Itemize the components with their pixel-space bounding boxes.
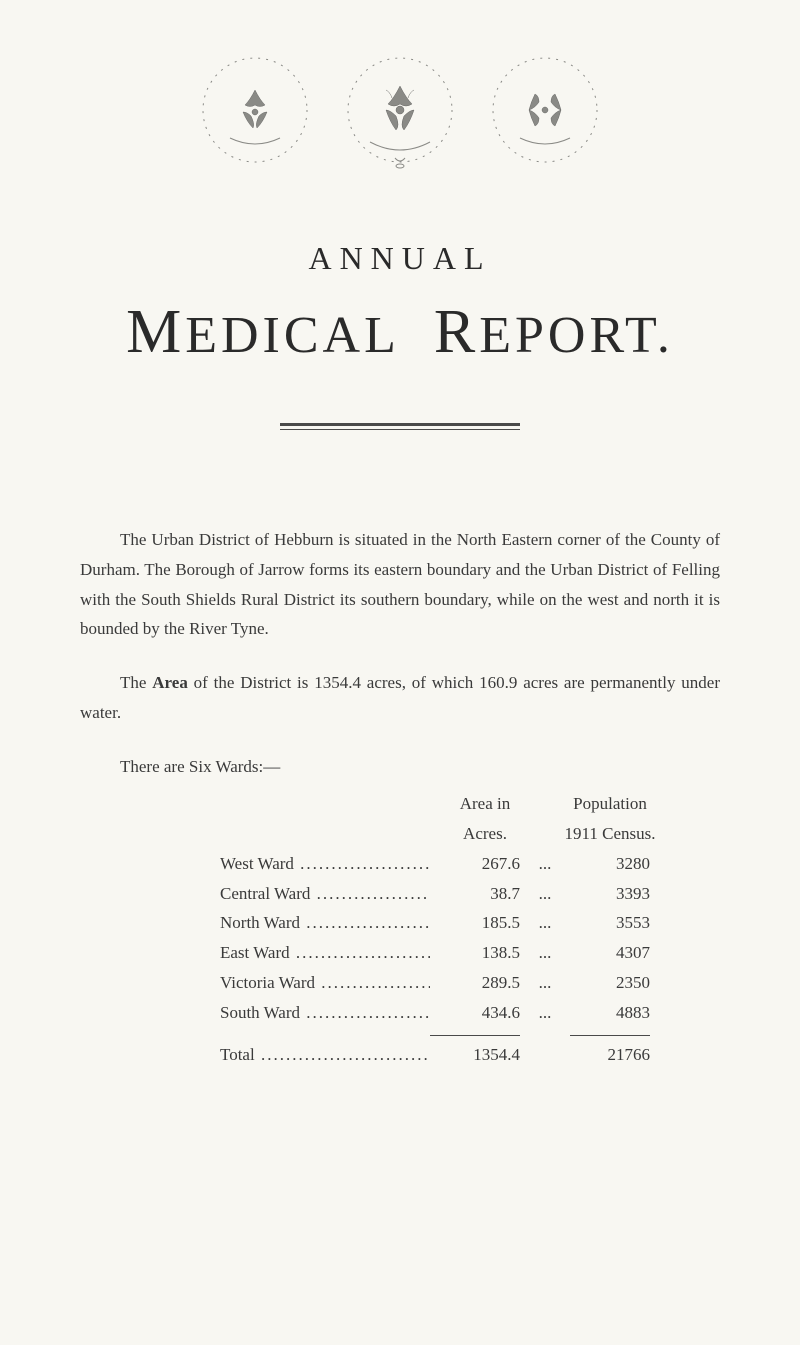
ellipsis: ... [520, 908, 570, 938]
table-row: Victoria Ward 289.5 ... 2350 [220, 968, 720, 998]
ornament-right [485, 50, 605, 170]
ellipsis: ... [520, 849, 570, 879]
ornament-row [80, 50, 720, 170]
ward-area: 38.7 [430, 879, 520, 909]
ward-table: Area in Population Acres. 1911 Census. W… [220, 789, 720, 1070]
table-row: Central Ward 38.7 ... 3393 [220, 879, 720, 909]
table-header-row-1: Area in Population [220, 789, 720, 819]
ward-name: North Ward [220, 913, 430, 932]
ward-name: Central Ward [220, 884, 430, 903]
area-label: Area [152, 673, 188, 692]
ward-area: 185.5 [430, 908, 520, 938]
ward-pop: 4307 [570, 938, 650, 968]
table-total-row: Total 1354.4 21766 [220, 1035, 720, 1070]
paragraph-area: The Area of the District is 1354.4 acres… [80, 668, 720, 728]
head-pop-2: 1911 Census. [540, 819, 680, 849]
ellipsis: ... [520, 998, 570, 1028]
ornament-center [340, 50, 460, 170]
ward-pop: 3393 [570, 879, 650, 909]
total-area: 1354.4 [430, 1035, 520, 1070]
ward-pop: 3553 [570, 908, 650, 938]
table-header-row-2: Acres. 1911 Census. [220, 819, 720, 849]
ellipsis: ... [520, 879, 570, 909]
ward-area: 289.5 [430, 968, 520, 998]
paragraph-intro: The Urban District of Hebburn is situate… [80, 525, 720, 644]
page: ANNUAL MEDICAL REPORT. The Urban Distric… [0, 0, 800, 1130]
table-row: South Ward 434.6 ... 4883 [220, 998, 720, 1028]
head-pop-1: Population [540, 789, 680, 819]
ward-name: South Ward [220, 1003, 430, 1022]
total-pop: 21766 [570, 1035, 650, 1070]
title-medical-report: MEDICAL REPORT. [80, 297, 720, 368]
total-label: Total [220, 1045, 430, 1064]
ellipsis: ... [520, 968, 570, 998]
ellipsis: ... [520, 938, 570, 968]
head-area-1: Area in [430, 789, 540, 819]
table-row: West Ward 267.6 ... 3280 [220, 849, 720, 879]
p2-prefix: The [120, 673, 152, 692]
horizontal-rule [280, 423, 520, 430]
head-area-2: Acres. [430, 819, 540, 849]
ward-name: East Ward [220, 943, 430, 962]
ward-area: 267.6 [430, 849, 520, 879]
ward-pop: 3280 [570, 849, 650, 879]
table-intro: There are Six Wards:— [80, 752, 720, 782]
ward-pop: 4883 [570, 998, 650, 1028]
ward-pop: 2350 [570, 968, 650, 998]
ward-name: West Ward [220, 854, 430, 873]
title-annual: ANNUAL [80, 240, 720, 277]
ward-area: 138.5 [430, 938, 520, 968]
ward-name: Victoria Ward [220, 973, 430, 992]
ornament-left [195, 50, 315, 170]
ward-area: 434.6 [430, 998, 520, 1028]
table-row: East Ward 138.5 ... 4307 [220, 938, 720, 968]
table-row: North Ward 185.5 ... 3553 [220, 908, 720, 938]
